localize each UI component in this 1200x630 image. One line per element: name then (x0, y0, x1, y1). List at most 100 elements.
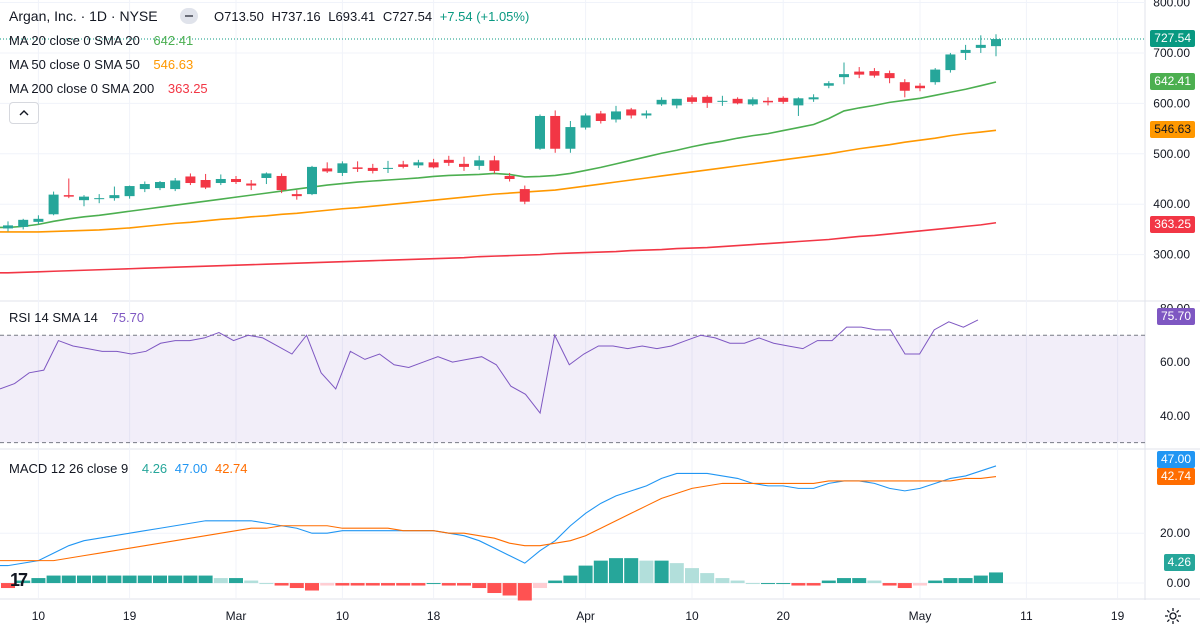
macd-hist-bar (1, 583, 15, 589)
rsi-price-tag: 75.70 (1156, 308, 1195, 325)
macd-hist-bar (244, 580, 259, 584)
time-tick-label: 19 (1111, 609, 1125, 623)
macd-hist-bar (821, 580, 836, 584)
grid-lines (0, 0, 1200, 600)
macd-hist-bar (806, 583, 821, 586)
macd-hist-bar (411, 583, 426, 586)
tradingview-logo[interactable]: 17 (10, 570, 28, 590)
macd-price-tag: 47.00 (1156, 451, 1195, 468)
macd-hist-bar (289, 583, 304, 589)
macd-hist-bar (107, 575, 122, 584)
last-price-tag: 727.54 (1150, 30, 1195, 47)
macd-hist-bar (92, 575, 107, 584)
candle-body (215, 178, 226, 184)
time-tick-label: 10 (685, 609, 699, 623)
macd-hist-bar (31, 578, 46, 584)
candle-body (276, 175, 287, 191)
candle-body (641, 113, 652, 116)
price-tick-label: 400.00 (1153, 197, 1190, 211)
time-tick-label: 19 (123, 609, 137, 623)
candle-body (732, 98, 743, 104)
candle-body (231, 178, 241, 183)
candle-body (930, 69, 941, 83)
price-tick-label: 800.00 (1153, 0, 1190, 10)
macd-label: MACD 12 26 close 9 (9, 461, 129, 476)
candle-body (535, 115, 545, 149)
macd-hist-bar (624, 558, 639, 584)
candle-body (611, 111, 621, 120)
macd-hist-bar (639, 560, 654, 584)
symbol-legend: Argan, Inc. · 1D · NYSE (9, 8, 162, 24)
candle-body (960, 49, 971, 53)
macd-hist-bar (867, 580, 882, 584)
macd-hist-bar (958, 578, 973, 584)
collapse-legend-button[interactable] (9, 102, 39, 124)
macd-hist-bar (685, 568, 699, 584)
candle-body (474, 160, 485, 166)
ohlc-open: O713.50 (214, 9, 264, 24)
eye-icon[interactable] (180, 8, 198, 24)
candle-body (550, 115, 561, 149)
candle-body (763, 100, 773, 103)
candle-body (63, 195, 74, 197)
ma200-legend[interactable]: MA 200 close 0 SMA 200 363.25 (9, 81, 212, 96)
macd-hist-bar (852, 578, 867, 584)
price-tick-label: 300.00 (1153, 248, 1190, 262)
macd-path (0, 465, 997, 567)
candle-body (565, 127, 576, 149)
macd-hist-bar (776, 583, 791, 585)
rsi-tick-label: 40.00 (1160, 409, 1190, 423)
rsi-legend[interactable]: RSI 14 SMA 14 75.70 (9, 310, 148, 325)
ohlc-close: C727.54 (382, 9, 433, 24)
macd-legend[interactable]: MACD 12 26 close 9 4.26 47.00 42.74 (9, 461, 252, 476)
macd-hist-bar (609, 558, 623, 584)
candle-body (504, 175, 515, 179)
candle-body (33, 218, 44, 222)
ma50-line (0, 129, 997, 233)
candle-body (170, 180, 181, 190)
candle-body (595, 113, 606, 122)
symbol-title[interactable]: Argan, Inc. · 1D · NYSE (9, 8, 158, 24)
candle-body (823, 83, 834, 86)
macd-hist-bar (973, 575, 988, 584)
candle-body (747, 99, 758, 105)
candle-body (352, 167, 363, 169)
macd-hist-bar (229, 578, 243, 584)
rsi-band (0, 334, 1145, 444)
time-tick-label: 20 (777, 609, 791, 623)
ohlc-legend: O713.50 H737.16 L693.41 C727.54 +7.54 (+… (214, 9, 533, 24)
candle-body (246, 183, 257, 186)
macd-hist-bar (396, 583, 411, 586)
macd-hist-bar (16, 580, 31, 584)
ma200-path (0, 221, 997, 274)
macd-hist-bar (335, 583, 350, 586)
candle-body (3, 225, 13, 229)
macd-hist-bar (350, 583, 365, 586)
candle-body (124, 186, 135, 197)
ma50-legend[interactable]: MA 50 close 0 SMA 50 546.63 (9, 57, 197, 72)
macd-hist-bar (213, 578, 228, 584)
macd-signal-value: 42.74 (214, 461, 248, 476)
ma200-price-tag: 363.25 (1150, 216, 1195, 233)
macd-tick-label: 20.00 (1160, 526, 1190, 540)
candle-body (185, 176, 196, 184)
candle-body (656, 99, 667, 105)
candle-body (580, 115, 591, 128)
macd-hist-bar (715, 578, 730, 584)
candle-body (854, 71, 865, 75)
macd-hist-bar (837, 578, 851, 584)
macd-hist-bar (517, 583, 532, 601)
candle-body (839, 74, 849, 78)
gear-icon[interactable] (1164, 607, 1182, 625)
rsi-path (0, 319, 979, 415)
ohlc-low: L693.41 (328, 9, 376, 24)
time-tick-label: 11 (1020, 609, 1033, 623)
candle-body (975, 44, 986, 48)
candle-body (337, 163, 348, 173)
price-tick-label: 500.00 (1153, 147, 1190, 161)
candle-body (717, 100, 728, 102)
candle-body (793, 98, 804, 106)
axes: 800.00700.00600.00500.00400.00300.0080.0… (32, 0, 1191, 623)
ma20-legend[interactable]: MA 20 close 0 SMA 20 642.41 (9, 33, 197, 48)
